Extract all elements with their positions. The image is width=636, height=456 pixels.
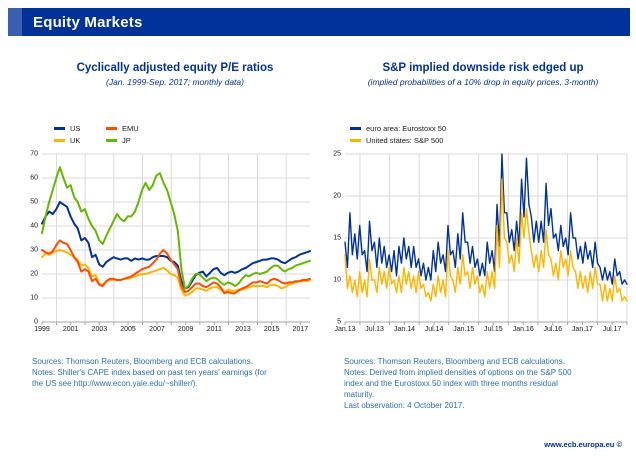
series-line-us [41, 201, 311, 290]
notes-line: the US see http://www.econ.yale.edu/~shi… [32, 379, 198, 388]
legend-marker-icon [54, 127, 65, 130]
legend-label: EMU [122, 124, 139, 133]
pe-ratios-notes: Sources: Thomson Reuters, Bloomberg and … [32, 356, 324, 389]
downside-risk-legend: euro area: Eurostoxx 50 United states: S&… [350, 124, 446, 145]
x-tick-label: 2013 [235, 326, 251, 333]
series-line-united-states-s-p-500 [344, 178, 628, 302]
x-tick-label: 2003 [91, 326, 108, 333]
notes-line: Last observation: 4 October 2017. [344, 401, 465, 410]
notes-line: maturity. [344, 390, 375, 399]
y-tick-label: 10 [30, 294, 38, 302]
pe-ratios-chart-title: Cyclically adjusted equity P/E ratios [76, 62, 274, 74]
x-tick-label: 2001 [62, 326, 79, 333]
legend-label: United states: S&P 500 [366, 136, 444, 145]
series-line-jp [41, 166, 311, 290]
pe-ratios-chart-subtitle: (Jan. 1999-Sep. 2017; monthly data) [106, 77, 244, 87]
legend-label: US [70, 124, 81, 133]
series-line-uk [41, 249, 311, 297]
chart-svg [344, 153, 628, 325]
downside-risk-plot-area: 5 10 15 20 25 Jan.13 Jul.13 Jan.14 Jul.14 Jan.15 J… [333, 151, 628, 333]
x-tick-label: Jan.17 [571, 326, 593, 333]
x-tick-label: 2017 [292, 326, 309, 333]
x-tick-label: 2009 [177, 326, 194, 333]
legend-label: euro area: Eurostoxx 50 [366, 124, 447, 133]
downside-risk-chart-subtitle: (implied probabilities of a 10% drop in … [367, 77, 599, 87]
x-tick-label: Jul.16 [543, 326, 563, 333]
y-tick-label: 25 [333, 150, 341, 158]
x-tick-label: Jul.17 [602, 326, 622, 333]
legend-label: UK [70, 136, 81, 145]
legend-item-us: US [54, 124, 106, 133]
downside-risk-chart-title: S&P implied downside risk edged up [382, 62, 584, 74]
legend-item-emu: EMU [106, 124, 139, 133]
x-tick-label: 1999 [34, 326, 50, 333]
legend-item-jp: JP [106, 136, 139, 145]
y-tick-label: 60 [30, 174, 38, 182]
slide-header: Equity Markets [8, 8, 630, 36]
chart-svg [41, 153, 311, 325]
y-tick-label: 20 [30, 270, 38, 278]
y-tick-label: 0 [34, 318, 38, 326]
x-tick-label: Jul.14 [424, 326, 444, 333]
x-tick-label: Jan.14 [393, 326, 416, 333]
x-tick-label: Jan.16 [512, 326, 534, 333]
pe-ratios-legend: US EMU UK JP [54, 124, 139, 145]
series-line-euro-area-eurostoxx-50 [344, 153, 628, 285]
slide-title: Equity Markets [33, 13, 143, 31]
downside-risk-panel: S&P implied downside risk edged up (impl… [333, 62, 632, 454]
x-tick-label: Jan.15 [453, 326, 475, 333]
y-tick-label: 30 [30, 246, 38, 254]
legend-marker-icon [106, 139, 117, 142]
y-tick-label: 15 [333, 234, 341, 242]
notes-line: Sources: Thomson Reuters, Bloomberg and … [32, 357, 253, 366]
pe-ratios-chart: 0 10 20 30 40 50 60 70 1999 2001 2003 2005 2007 2009 2… [26, 151, 324, 333]
y-tick-label: 20 [333, 192, 341, 200]
notes-line: Notes: Shiller's CAPE index based on pas… [32, 368, 267, 377]
pe-ratios-plot-area: 0 10 20 30 40 50 60 70 1999 2001 2003 2005 2007 2009 2… [30, 151, 311, 333]
series-line-emu [41, 239, 311, 295]
y-tick-label: 50 [30, 198, 38, 206]
x-tick-label: 2005 [120, 326, 136, 333]
header-title-bar: Equity Markets [22, 8, 630, 36]
x-tick-label: 2015 [263, 326, 280, 333]
notes-line: Sources: Thomson Reuters, Bloomberg and … [344, 357, 565, 366]
notes-line: index and the Eurostoxx 50 index with th… [344, 379, 558, 388]
legend-marker-icon [350, 139, 361, 142]
legend-item-euro-area-eurostoxx-50: euro area: Eurostoxx 50 [350, 124, 446, 133]
legend-item-uk: UK [54, 136, 106, 145]
notes-line: Notes: Derived from implied densities of… [344, 368, 572, 377]
legend-item-united-states-s-p-500: United states: S&P 500 [350, 136, 446, 145]
header-accent-square [8, 8, 22, 36]
legend-marker-icon [54, 139, 65, 142]
downside-risk-notes: Sources: Thomson Reuters, Bloomberg and … [344, 356, 632, 411]
legend-marker-icon [350, 127, 361, 130]
x-tick-label: Jul.13 [365, 326, 384, 333]
x-tick-label: 2011 [206, 326, 222, 333]
x-tick-label: 2007 [149, 326, 165, 333]
y-tick-label: 5 [337, 318, 341, 326]
y-tick-label: 40 [30, 222, 38, 230]
legend-marker-icon [106, 127, 117, 130]
pe-ratios-panel: Cyclically adjusted equity P/E ratios (J… [26, 62, 324, 454]
legend-label: JP [122, 136, 131, 145]
x-tick-label: Jul.15 [483, 326, 503, 333]
y-tick-label: 70 [30, 150, 38, 158]
x-tick-label: Jan.13 [334, 326, 356, 333]
y-tick-label: 10 [333, 276, 341, 284]
downside-risk-chart: 5 10 15 20 25 Jan.13 Jul.13 Jan.14 Jul.14 Jan.15 J… [333, 151, 632, 333]
ecb-website-link: www.ecb.europa.eu © [544, 440, 622, 449]
